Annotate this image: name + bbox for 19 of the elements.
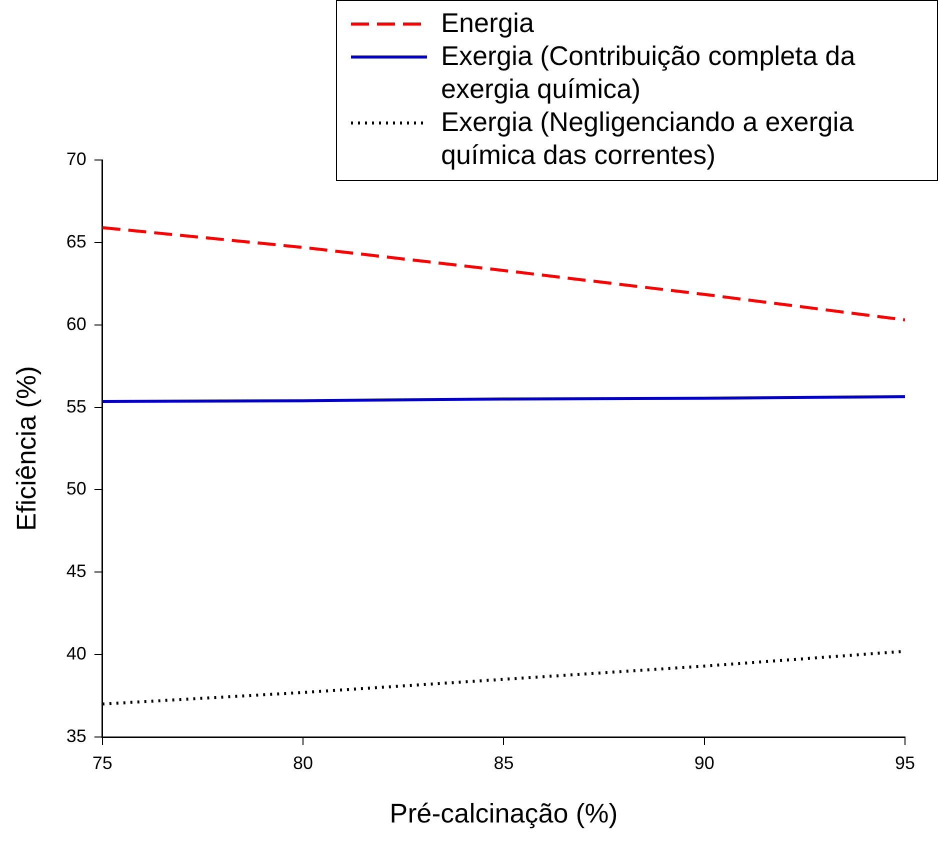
y-tick-label: 50 bbox=[66, 478, 86, 499]
y-tick-label: 55 bbox=[66, 396, 86, 416]
y-tick-label: 35 bbox=[66, 726, 86, 746]
y-tick-label: 60 bbox=[66, 314, 86, 334]
legend-label: Exergia (Negligenciando a exergia química das correntes) bbox=[441, 106, 855, 172]
x-tick-label: 95 bbox=[894, 752, 916, 773]
x-axis-title: Pré-calcinação (%) bbox=[390, 798, 618, 828]
x-tick-label: 80 bbox=[293, 752, 314, 773]
x-tick-label: 90 bbox=[694, 752, 714, 773]
x-tick-label: 75 bbox=[92, 752, 112, 773]
x-tick-label: 85 bbox=[494, 752, 514, 773]
y-tick-label: 65 bbox=[66, 231, 86, 252]
y-axis-title: Eficiência (%) bbox=[12, 366, 42, 532]
y-tick-label: 45 bbox=[66, 561, 86, 582]
line-series bbox=[102, 226, 905, 322]
legend-label: Exergia (Contribuição completa da exergia química) bbox=[441, 40, 856, 106]
y-tick-label: 40 bbox=[66, 644, 86, 664]
legend-label: Energia bbox=[441, 7, 534, 40]
y-tick-label: 70 bbox=[66, 148, 86, 169]
